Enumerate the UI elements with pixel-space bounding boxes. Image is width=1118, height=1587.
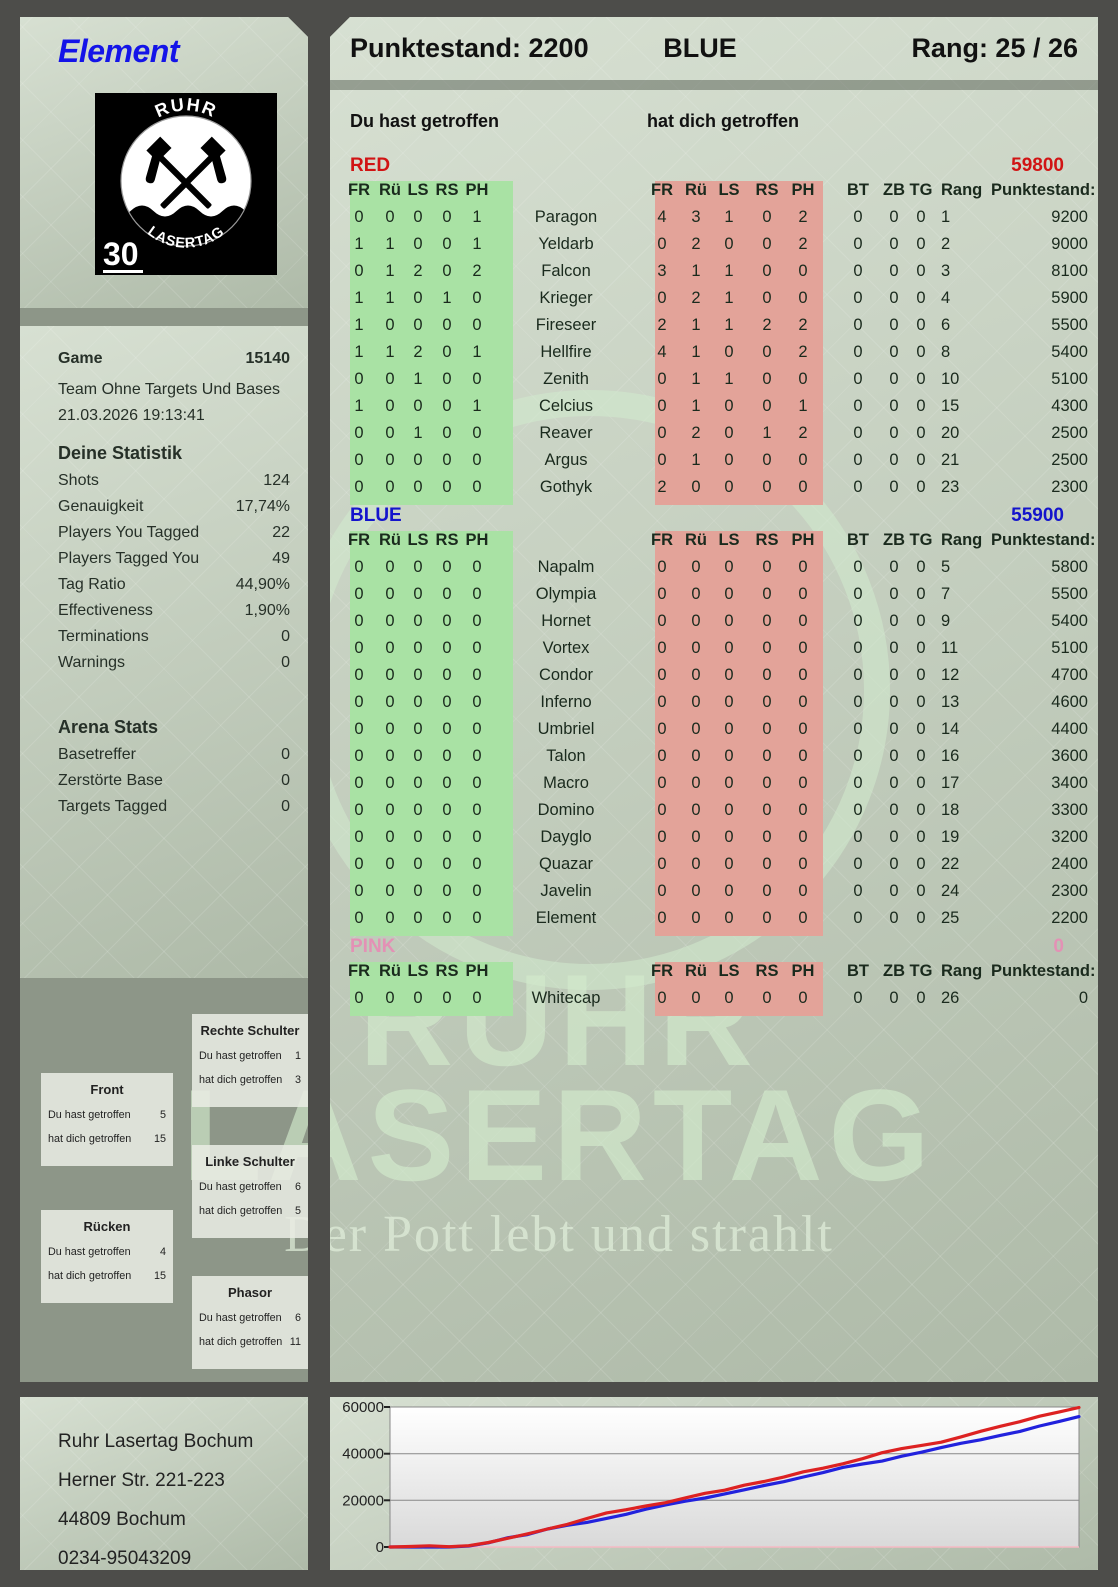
svg-text:20000: 20000 xyxy=(342,1492,384,1509)
svg-text:40000: 40000 xyxy=(342,1446,384,1463)
svg-text:30: 30 xyxy=(103,236,139,272)
svg-text:60000: 60000 xyxy=(342,1399,384,1416)
svg-text:0: 0 xyxy=(376,1539,384,1556)
